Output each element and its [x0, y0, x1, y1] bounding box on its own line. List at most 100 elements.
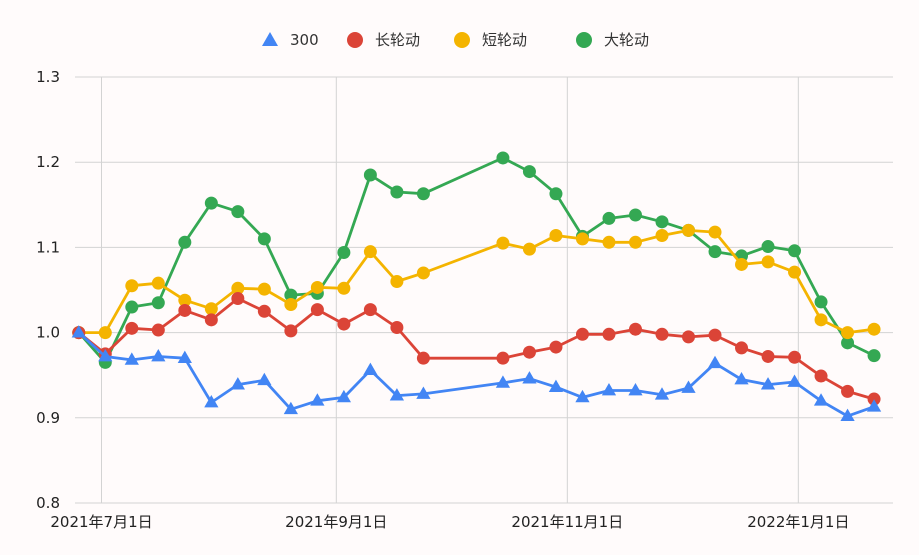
data-point[interactable] — [416, 187, 430, 201]
data-point[interactable] — [125, 321, 139, 335]
data-point[interactable] — [178, 303, 192, 317]
data-point[interactable] — [336, 389, 352, 403]
data-point[interactable] — [708, 225, 722, 239]
data-point[interactable] — [496, 236, 510, 250]
data-point[interactable] — [178, 293, 192, 307]
data-point[interactable] — [522, 165, 536, 179]
data-point[interactable] — [231, 292, 245, 306]
data-point[interactable] — [522, 345, 536, 359]
data-point[interactable] — [628, 208, 642, 222]
data-point[interactable] — [602, 211, 616, 225]
data-point[interactable] — [204, 196, 218, 210]
data-point[interactable] — [655, 215, 669, 229]
data-point[interactable] — [575, 232, 589, 246]
data-point[interactable] — [390, 274, 404, 288]
data-point[interactable] — [416, 351, 430, 365]
data-point[interactable] — [337, 281, 351, 295]
data-point[interactable] — [549, 340, 563, 354]
data-point[interactable] — [231, 205, 245, 219]
data-point[interactable] — [151, 323, 165, 337]
data-point[interactable] — [416, 266, 430, 280]
data-point[interactable] — [151, 348, 166, 362]
data-point[interactable] — [707, 355, 723, 369]
data-point[interactable] — [708, 245, 722, 259]
data-point[interactable] — [841, 326, 855, 340]
data-point[interactable] — [390, 320, 404, 334]
data-point[interactable] — [628, 322, 642, 336]
data-point[interactable] — [363, 303, 377, 317]
data-point[interactable] — [231, 281, 245, 295]
data-point[interactable] — [124, 352, 139, 365]
data-point[interactable] — [788, 244, 802, 258]
data-point[interactable] — [390, 185, 404, 199]
data-point[interactable] — [735, 341, 749, 355]
data-point[interactable] — [760, 377, 776, 390]
data-point[interactable] — [655, 327, 669, 341]
data-point[interactable] — [866, 399, 882, 412]
data-point[interactable] — [178, 235, 192, 249]
data-point[interactable] — [841, 336, 855, 350]
data-point[interactable] — [310, 393, 325, 406]
data-point[interactable] — [761, 255, 775, 269]
data-point[interactable] — [257, 304, 271, 318]
data-point[interactable] — [735, 257, 749, 271]
data-point[interactable] — [496, 351, 510, 365]
data-point[interactable] — [548, 379, 564, 393]
data-point[interactable] — [734, 371, 749, 385]
data-point[interactable] — [575, 389, 590, 403]
data-point[interactable] — [522, 242, 536, 256]
data-point[interactable] — [575, 327, 589, 341]
data-point[interactable] — [628, 383, 643, 396]
data-point[interactable] — [257, 282, 271, 296]
data-point[interactable] — [363, 362, 378, 375]
data-point[interactable] — [204, 313, 218, 327]
legend-item-1[interactable]: 300 — [262, 31, 319, 49]
data-point[interactable] — [549, 187, 563, 201]
data-point[interactable] — [284, 288, 298, 302]
data-point[interactable] — [204, 394, 219, 408]
data-point[interactable] — [363, 245, 377, 259]
data-point[interactable] — [814, 313, 828, 327]
data-point[interactable] — [310, 280, 324, 294]
data-point[interactable] — [230, 377, 245, 390]
data-point[interactable] — [867, 349, 881, 363]
data-point[interactable] — [71, 325, 86, 338]
data-point[interactable] — [601, 383, 617, 396]
data-point[interactable] — [177, 350, 192, 364]
data-point[interactable] — [840, 408, 855, 421]
data-point[interactable] — [867, 392, 881, 406]
data-point[interactable] — [788, 265, 802, 279]
data-point[interactable] — [204, 302, 218, 316]
legend-item-2[interactable]: 长轮动 — [347, 31, 420, 49]
data-point[interactable] — [416, 386, 431, 399]
data-point[interactable] — [151, 276, 165, 290]
data-point[interactable] — [787, 374, 802, 387]
data-point[interactable] — [284, 297, 298, 311]
data-point[interactable] — [814, 369, 828, 383]
data-point[interactable] — [98, 348, 113, 362]
data-point[interactable] — [655, 228, 669, 242]
data-point[interactable] — [257, 232, 271, 246]
data-point[interactable] — [708, 328, 722, 342]
data-point[interactable] — [389, 388, 405, 401]
data-point[interactable] — [841, 384, 855, 398]
data-point[interactable] — [310, 303, 324, 317]
data-point[interactable] — [813, 393, 829, 406]
data-point[interactable] — [628, 235, 642, 249]
legend-item-3[interactable]: 短轮动 — [454, 31, 527, 49]
data-point[interactable] — [125, 279, 139, 293]
data-point[interactable] — [337, 246, 351, 260]
data-point[interactable] — [761, 349, 775, 363]
data-point[interactable] — [151, 296, 165, 310]
data-point[interactable] — [283, 401, 298, 415]
data-point[interactable] — [682, 223, 695, 237]
data-point[interactable] — [549, 228, 563, 242]
data-point[interactable] — [284, 324, 298, 338]
data-point[interactable] — [257, 372, 272, 386]
data-point[interactable] — [761, 240, 775, 254]
data-point[interactable] — [496, 151, 510, 165]
data-point[interactable] — [363, 168, 377, 182]
data-point[interactable] — [681, 380, 696, 393]
data-point[interactable] — [654, 387, 670, 400]
data-point[interactable] — [522, 371, 537, 384]
